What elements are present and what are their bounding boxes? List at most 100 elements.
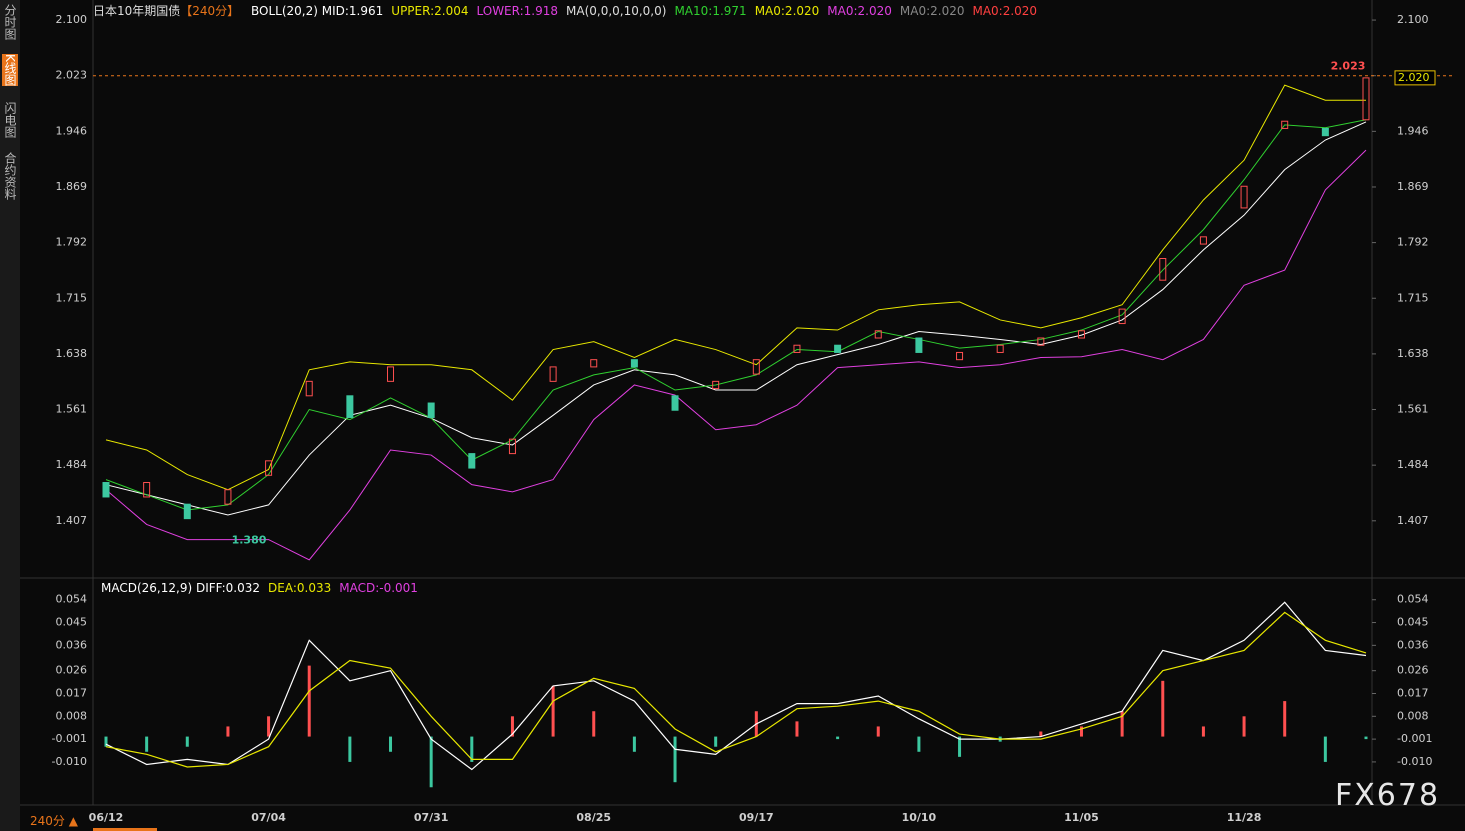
y-tick-label: 0.054 [1397, 593, 1429, 606]
y-tick-label: 1.561 [1397, 403, 1429, 416]
y-tick-label: 0.017 [1397, 687, 1429, 700]
macd-bar [510, 716, 514, 737]
macd-bar [1039, 731, 1043, 737]
candle [346, 395, 354, 418]
macd-bar [632, 736, 636, 752]
macd-bar [592, 711, 596, 737]
y-tick-label: 1.638 [1397, 347, 1429, 360]
candle [630, 359, 638, 368]
high-label: 2.023 [1331, 60, 1366, 73]
candle [427, 402, 435, 418]
tab[interactable]: 分时图 [3, 4, 17, 40]
x-tick-label: 10/10 [902, 811, 937, 824]
y-tick-label: 0.008 [1397, 709, 1429, 722]
legend-entry: MA0:2.020 [899, 4, 965, 18]
macd-bar [673, 736, 677, 783]
candle [752, 359, 760, 375]
candle [1362, 77, 1370, 121]
y-tick-label: 0.026 [1397, 664, 1429, 677]
legend-entry: BOLL(20,2) MID:1.961 [251, 4, 384, 18]
candle [143, 482, 151, 498]
y-tick-label: 1.792 [1397, 236, 1429, 249]
y-tick-label: 1.715 [1397, 291, 1429, 304]
candle [915, 337, 923, 353]
macd-bar [307, 665, 311, 737]
x-tick-label: 06/12 [89, 811, 124, 824]
y-tick-label: -0.001 [52, 732, 87, 745]
candle [590, 359, 598, 368]
macd-bar [1201, 726, 1205, 737]
period[interactable]: 【240分】 [180, 4, 240, 18]
y-tick-label: 0.054 [56, 593, 88, 606]
y-tick-label: 1.561 [56, 403, 88, 416]
x-tick-label: 07/31 [414, 811, 449, 824]
y-tick-label: 1.715 [56, 291, 88, 304]
candle [996, 344, 1004, 353]
macd-bar [429, 736, 433, 788]
macd-bar [551, 685, 555, 737]
y-tick-label: 0.036 [56, 638, 88, 651]
x-tick-label: 09/17 [739, 811, 774, 824]
y-tick-label: 0.017 [56, 687, 88, 700]
y-tick-label: 0.045 [56, 616, 88, 629]
period-button[interactable]: 240分 ▲ [30, 814, 78, 828]
macd-bar [1161, 680, 1165, 737]
candle [1118, 308, 1126, 325]
macd-bar [714, 736, 718, 747]
indicator-line [105, 84, 1366, 491]
indicator-line [105, 601, 1367, 771]
macd-header: MACD(26,12,9) DIFF:0.032 DEA:0.033 MACD:-0… [93, 581, 418, 595]
candle [712, 380, 720, 390]
x-tick-label: 07/04 [251, 811, 286, 824]
macd-bar [795, 721, 799, 737]
header: 日本10年期国债【240分】 BOLL(20,2) MID:1.961 UPPER… [93, 2, 1037, 19]
macd-bar [348, 736, 352, 762]
indicator-line [105, 611, 1367, 768]
period-underline [93, 828, 157, 831]
y-tick-label: -0.010 [52, 755, 87, 768]
y-tick-label: 1.638 [56, 347, 88, 360]
y-tick-label: 2.023 [56, 69, 88, 82]
indicator-line [105, 149, 1367, 561]
legend-entry: UPPER:2.004 [391, 4, 469, 18]
indicator-line [105, 121, 1367, 516]
legend-entry: MA10:1.971 [674, 4, 747, 18]
candle [549, 366, 557, 382]
y-tick-label: -0.001 [1397, 732, 1432, 745]
macd-bar [917, 736, 921, 752]
tab[interactable]: 合约资料 [3, 152, 17, 200]
macd-bar [267, 716, 271, 737]
candle [1159, 258, 1167, 281]
y-tick-label: 1.792 [56, 236, 88, 249]
candle [1321, 127, 1329, 137]
title: 日本10年期国债 [93, 4, 181, 18]
macd-bar [145, 736, 149, 752]
candle [224, 489, 232, 505]
candle [102, 482, 110, 498]
y-tick-label: -0.010 [1397, 755, 1432, 768]
macd-bar [836, 736, 840, 740]
legend-entry: LOWER:1.918 [476, 4, 558, 18]
y-tick-label: 2.100 [1397, 13, 1429, 26]
candle [305, 380, 313, 397]
x-tick-label: 11/28 [1227, 811, 1262, 824]
candle [671, 395, 679, 411]
legend-entry: DEA:0.033 [268, 581, 332, 595]
legend-entry: MACD:-0.001 [339, 581, 418, 595]
macd-bar [226, 726, 230, 737]
legend-entry: MA0:2.020 [754, 4, 820, 18]
candle [834, 344, 842, 353]
last-price: 2.020 [1398, 71, 1430, 84]
tab[interactable]: 闪电图 [3, 102, 17, 138]
y-tick-label: 1.946 [1397, 124, 1429, 137]
candle [387, 366, 395, 382]
macd-bar [1120, 711, 1124, 737]
macd-bar [389, 736, 393, 752]
candle [1199, 236, 1207, 245]
low-label: 1.380 [232, 533, 267, 546]
y-tick-label: 1.484 [1397, 458, 1429, 471]
macd-bar [1364, 736, 1368, 740]
candle [1037, 337, 1045, 346]
tab[interactable]: K线图 [2, 54, 18, 86]
